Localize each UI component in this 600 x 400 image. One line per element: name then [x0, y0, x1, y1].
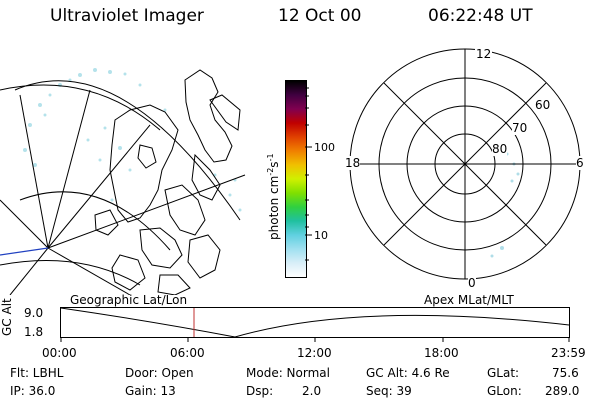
mlt-label-0: 0 — [468, 276, 476, 290]
unit-s: s — [267, 161, 281, 168]
door-status: Door: Open — [125, 366, 194, 380]
mlt-label-6: 6 — [576, 156, 584, 170]
time-tick-2359: 23:59 — [551, 346, 586, 360]
dsp-value: 2.0 — [302, 384, 322, 398]
observation-time: 06:22:48 UT — [428, 6, 533, 26]
alt-tick-1-8: 1.8 — [24, 325, 44, 339]
colorbar-ticks — [305, 87, 312, 261]
polar-diagonal-b — [383, 82, 547, 246]
gain-status: Gain: 13 — [125, 384, 176, 398]
lat-label-80: 80 — [492, 142, 508, 156]
mlt-label-12: 12 — [475, 47, 493, 61]
gc-alt-axis-label: GC Alt — [0, 298, 14, 336]
time-tick-0600: 06:00 — [170, 346, 205, 360]
time-tick-0000: 00:00 — [42, 346, 77, 360]
altitude-plot — [60, 307, 570, 342]
glon-label: GLon: — [487, 384, 522, 398]
glat-label: GLat: — [487, 366, 520, 380]
glat-value: 75.6 — [552, 366, 579, 380]
gc-alt-status: GC Alt: 4.6 Re — [366, 366, 450, 380]
observation-date: 12 Oct 00 — [278, 6, 362, 26]
colorbar-gradient — [286, 81, 306, 277]
lat-label-60: 60 — [535, 98, 551, 112]
instrument-title: Ultraviolet Imager — [50, 6, 204, 26]
aurora-speckle — [23, 68, 242, 212]
mlt-label-18: 18 — [345, 156, 361, 170]
dsp-label: Dsp: — [246, 384, 274, 398]
mode-status: Mode: Normal — [246, 366, 330, 380]
alt-tick-9: 9.0 — [24, 306, 44, 320]
colorbar-tick-100: 100 — [314, 141, 335, 154]
unit-sup-cm: -2 — [266, 167, 275, 176]
apex-mlat-title: Apex MLat/MLT — [424, 293, 514, 307]
colorbar-tick-10: 10 — [314, 229, 328, 242]
lat-label-70: 70 — [512, 121, 528, 135]
colorbar — [285, 80, 307, 278]
coastlines — [0, 69, 246, 295]
terminator-line — [0, 247, 49, 256]
colorbar-unit-label: photon cm-2s-1 — [266, 153, 281, 240]
unit-sup-s: -1 — [266, 153, 275, 162]
altitude-curve — [60, 307, 570, 338]
geo-latlon-title: Geographic Lat/Lon — [70, 293, 188, 307]
ip-status: IP: 36.0 — [10, 384, 56, 398]
unit-text: photon cm — [267, 175, 281, 240]
filter-status: Flt: LBHL — [10, 366, 64, 380]
geographic-map — [0, 68, 246, 295]
glon-value: 289.0 — [545, 384, 580, 398]
altitude-plot-frame — [60, 307, 570, 338]
seq-status: Seq: 39 — [366, 384, 412, 398]
time-tick-1800: 18:00 — [424, 346, 459, 360]
time-tick-1200: 12:00 — [297, 346, 332, 360]
polar-plot — [349, 48, 581, 280]
